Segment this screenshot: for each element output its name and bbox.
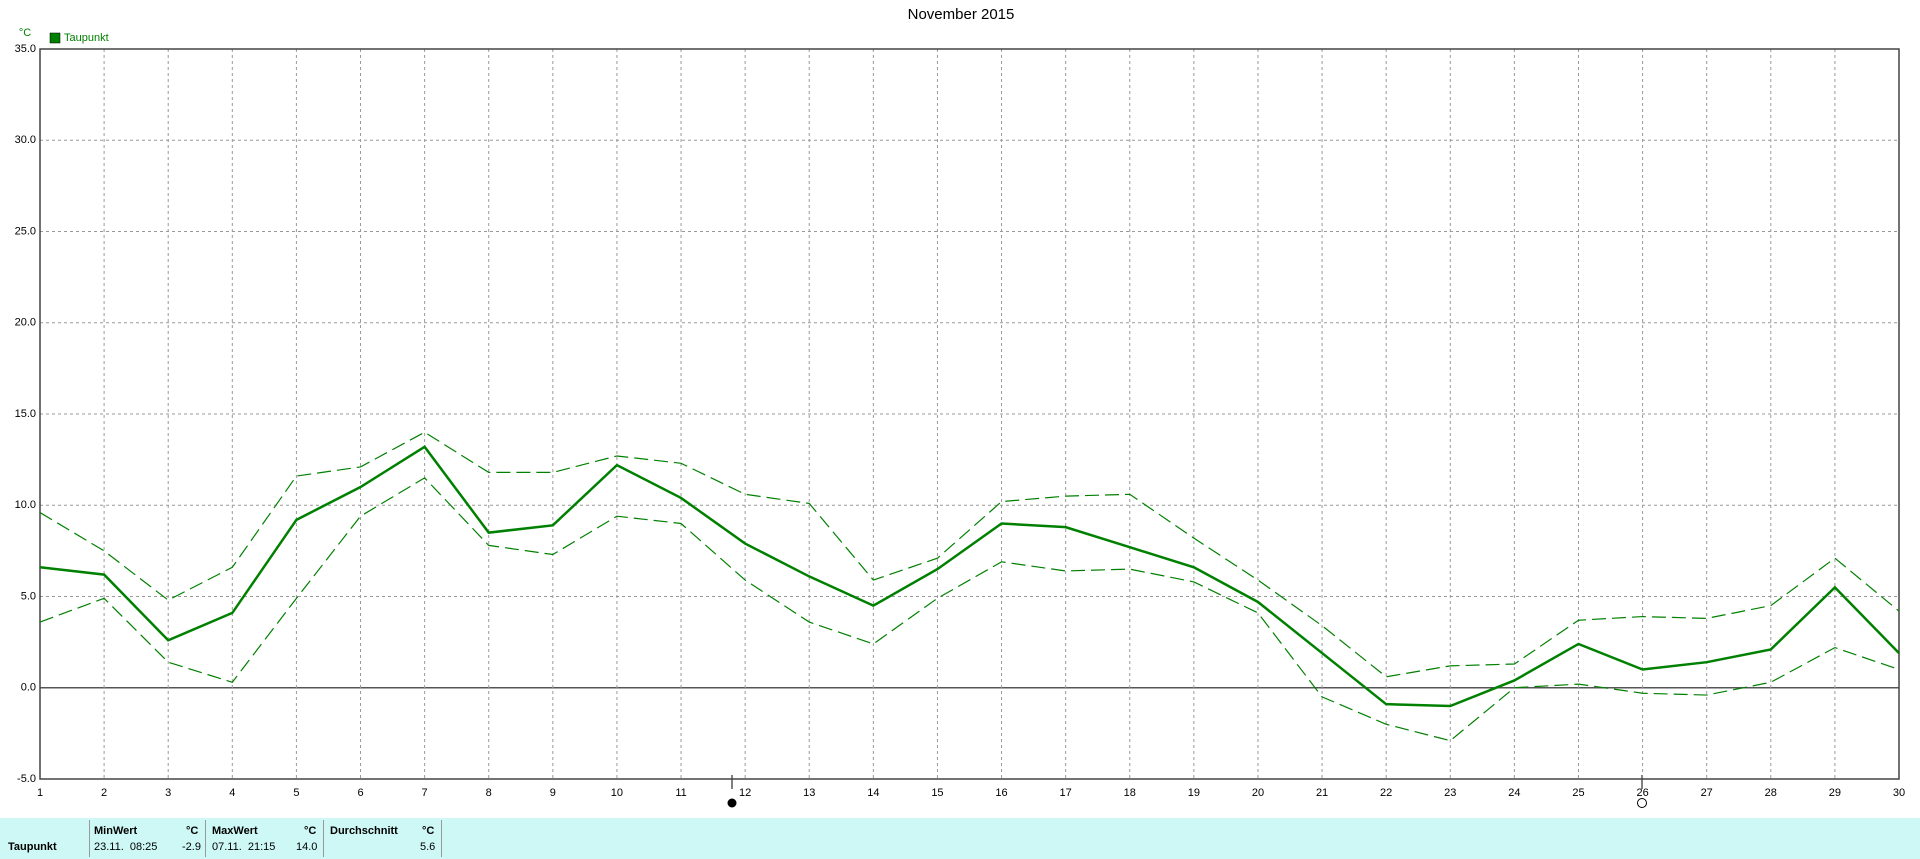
cell: -2.9 [182,841,201,853]
separator [441,820,442,857]
x-tick-label: 12 [739,787,751,799]
x-tick-label: 9 [550,787,556,799]
header-cell: Durchschnitt [330,825,398,837]
chart-title: November 2015 [908,6,1015,23]
x-tick-label: 22 [1380,787,1392,799]
x-tick-label: 15 [931,787,943,799]
y-tick-label: 20.0 [15,317,36,329]
x-tick-label: 26 [1636,787,1648,799]
x-tick-label: 18 [1124,787,1136,799]
x-tick-label: 3 [165,787,171,799]
y-tick-label: 15.0 [15,408,36,420]
x-tick-label: 28 [1765,787,1777,799]
x-tick-label: 11 [675,787,686,799]
chart: November 2015 °C -5.0 0.0 5.0 10.0 15.0 20.0 2… [15,6,1905,808]
x-tick-label: 24 [1508,787,1520,799]
separator [89,820,90,857]
cell: 23.11. 08:25 [94,841,158,853]
x-tick-label: 2 [101,787,107,799]
series-line [39,445,1900,708]
y-tick-label: -5.0 [17,773,36,785]
header-cell: °C [422,825,435,837]
x-tick-label: 23 [1444,787,1456,799]
x-tick-label: 6 [357,787,363,799]
series-line [39,477,1900,742]
moon-icon [727,798,737,808]
row-label: Taupunkt [8,841,57,853]
x-tick-label: 20 [1252,787,1264,799]
cell: 14.0 [296,841,318,853]
y-tick-label: 10.0 [15,499,36,511]
x-tick-label: 14 [867,787,879,799]
x-tick-label: 8 [486,787,492,799]
legend-swatch [49,32,61,44]
x-tick-label: 25 [1572,787,1584,799]
x-tick-label: 17 [1060,787,1072,799]
x-tick-label: 10 [611,787,623,799]
y-tick-label: 35.0 [15,43,36,55]
header-cell: °C [304,825,317,837]
x-tick-label: 19 [1188,787,1200,799]
y-axis-label: °C [19,27,31,39]
header-cell: °C [186,825,199,837]
x-tick-label: 4 [229,787,235,799]
y-tick-label: 5.0 [21,590,36,602]
moon-icon [1637,798,1647,808]
x-tick-label: 30 [1893,787,1905,799]
header-cell: MaxWert [212,825,258,837]
x-tick-label: 7 [422,787,428,799]
x-tick-label: 16 [995,787,1007,799]
header-cell: MinWert [94,825,138,837]
x-tick-label: 27 [1701,787,1713,799]
series-line [39,431,1900,678]
cell: 5.6 [420,841,436,853]
stats-table: MinWert °C MaxWert °C Durchschnitt °C Ta… [0,818,1920,859]
x-tick-label: 13 [803,787,815,799]
plot-frame [39,48,1900,780]
legend-label: Taupunkt [64,32,109,44]
y-tick-label: 25.0 [15,225,36,237]
cell: 07.11. 21:15 [212,841,276,853]
x-tick-label: 29 [1829,787,1841,799]
x-tick-label: 1 [37,787,43,799]
y-tick-label: 0.0 [21,682,36,694]
x-tick-label: 21 [1316,787,1328,799]
separator [205,820,206,857]
x-tick-label: 5 [293,787,299,799]
separator [323,820,324,857]
y-tick-label: 30.0 [15,134,36,146]
